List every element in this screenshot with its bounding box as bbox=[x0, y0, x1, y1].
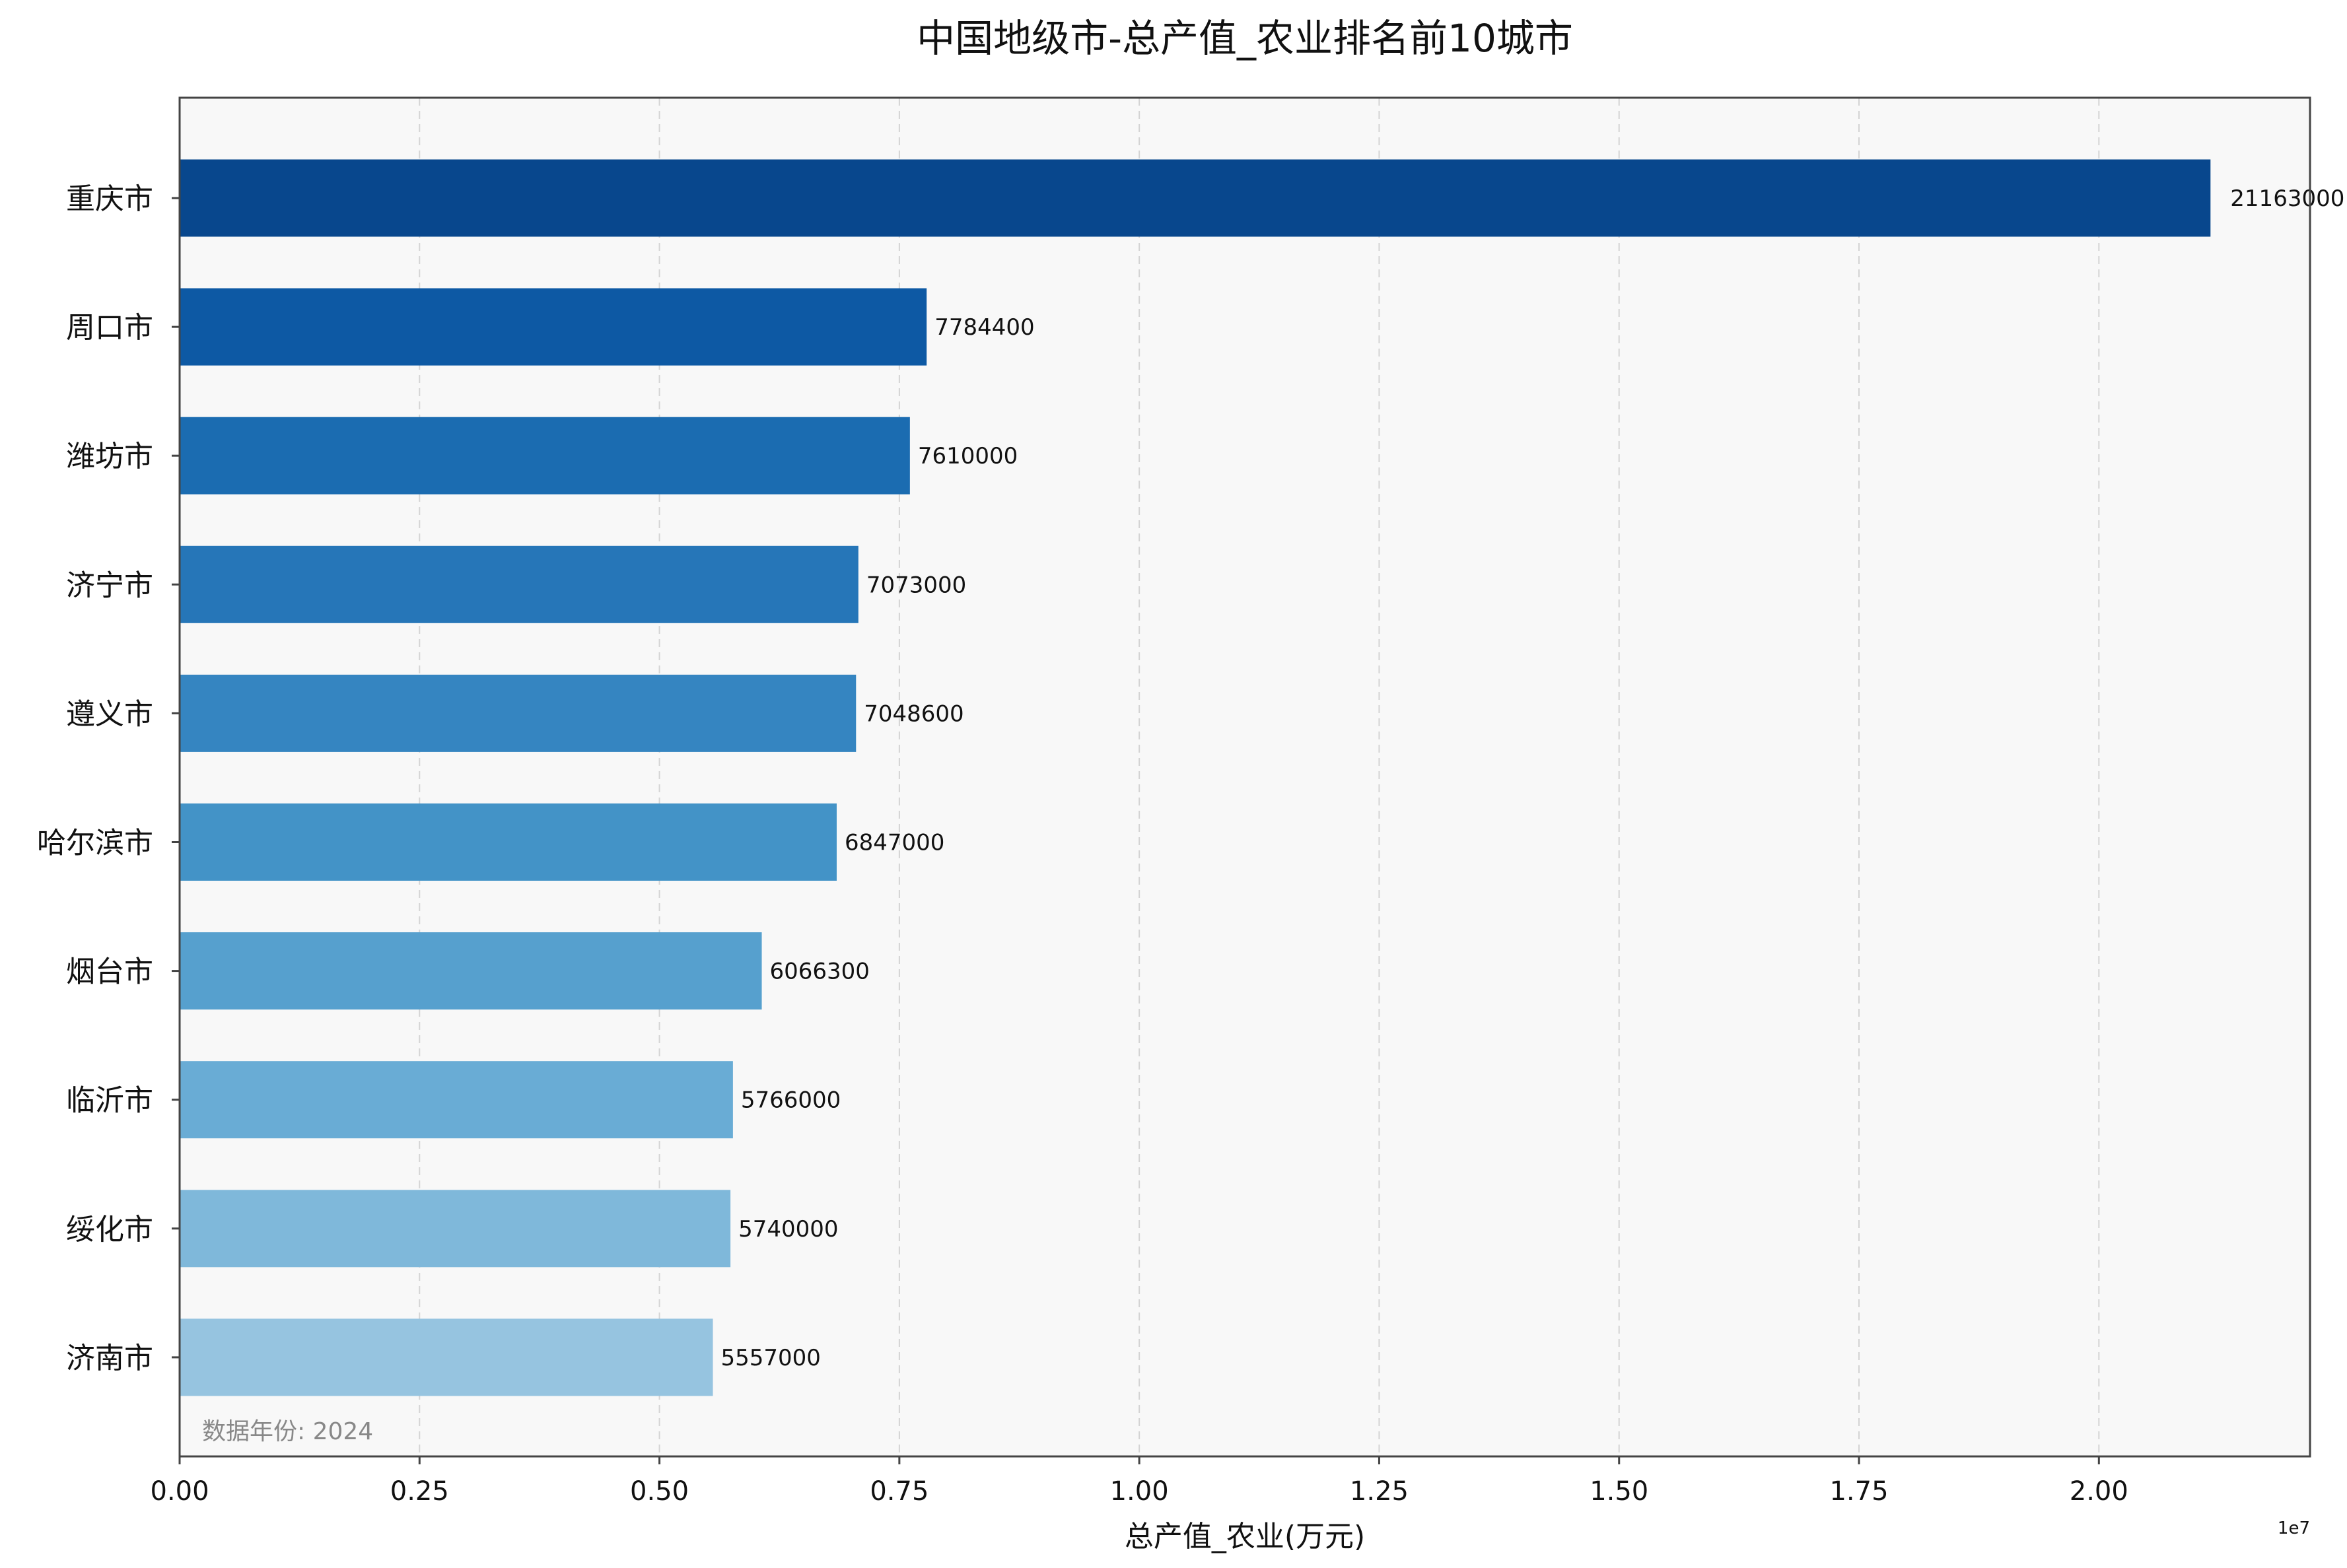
x-tick-label: 0.25 bbox=[390, 1476, 449, 1507]
x-tick-label: 0.50 bbox=[630, 1476, 689, 1507]
value-label: 6066300 bbox=[770, 959, 870, 985]
plot-frame bbox=[178, 96, 2311, 1458]
value-label: 6847000 bbox=[845, 830, 944, 856]
y-tick-label: 临沂市 bbox=[66, 1084, 153, 1118]
bar bbox=[180, 545, 858, 623]
bar bbox=[180, 288, 927, 366]
x-tick-label: 0.75 bbox=[870, 1476, 928, 1507]
bar bbox=[180, 1190, 731, 1268]
value-label: 7048600 bbox=[864, 700, 963, 727]
x-tick-label: 0.00 bbox=[150, 1476, 209, 1507]
y-tick-label: 济南市 bbox=[66, 1342, 153, 1375]
y-tick-label: 周口市 bbox=[66, 311, 153, 345]
bar bbox=[180, 159, 2211, 237]
x-axis-label: 总产值_农业(万元) bbox=[1125, 1520, 1365, 1553]
value-labels: 21163000 7784400 7610000 7073000 7048600 6847… bbox=[721, 186, 2345, 1371]
chart-title: 中国地级市-总产值_农业排名前10城市 bbox=[917, 16, 1573, 61]
bar bbox=[180, 417, 910, 494]
bar bbox=[180, 1061, 733, 1139]
bar bbox=[180, 932, 762, 1010]
value-label: 5740000 bbox=[738, 1216, 838, 1243]
x-tick-label: 2.00 bbox=[2070, 1476, 2128, 1507]
y-tick-label: 烟台市 bbox=[66, 955, 153, 989]
x-axis-ticks: 0.00 0.25 0.50 0.75 1.00 1.25 1.50 1.75 2.00 bbox=[150, 1456, 2128, 1507]
y-tick-label: 重庆市 bbox=[66, 182, 153, 216]
value-label: 7610000 bbox=[918, 443, 1018, 469]
x-tick-label: 1.00 bbox=[1110, 1476, 1169, 1507]
y-tick-label: 哈尔滨市 bbox=[37, 827, 153, 860]
y-tick-label: 绥化市 bbox=[66, 1213, 153, 1246]
value-label: 7073000 bbox=[866, 572, 966, 598]
bar bbox=[180, 1318, 713, 1396]
value-label: 7784400 bbox=[934, 314, 1034, 341]
y-tick-label: 潍坊市 bbox=[66, 440, 153, 473]
value-label: 5557000 bbox=[721, 1345, 821, 1371]
y-tick-label: 济宁市 bbox=[66, 568, 153, 602]
x-tick-label: 1.75 bbox=[1829, 1476, 1888, 1507]
bar bbox=[180, 803, 837, 881]
value-label: 21163000 bbox=[2230, 186, 2344, 212]
bars bbox=[180, 159, 2211, 1396]
y-tick-label: 遵义市 bbox=[66, 697, 153, 731]
x-tick-label: 1.25 bbox=[1350, 1476, 1409, 1507]
x-tick-label: 1.50 bbox=[1590, 1476, 1648, 1507]
data-year-annotation: 数据年份: 2024 bbox=[202, 1418, 373, 1445]
axis-offset-label: 1e7 bbox=[2278, 1518, 2310, 1538]
value-label: 5766000 bbox=[741, 1087, 841, 1114]
bar bbox=[180, 674, 857, 752]
